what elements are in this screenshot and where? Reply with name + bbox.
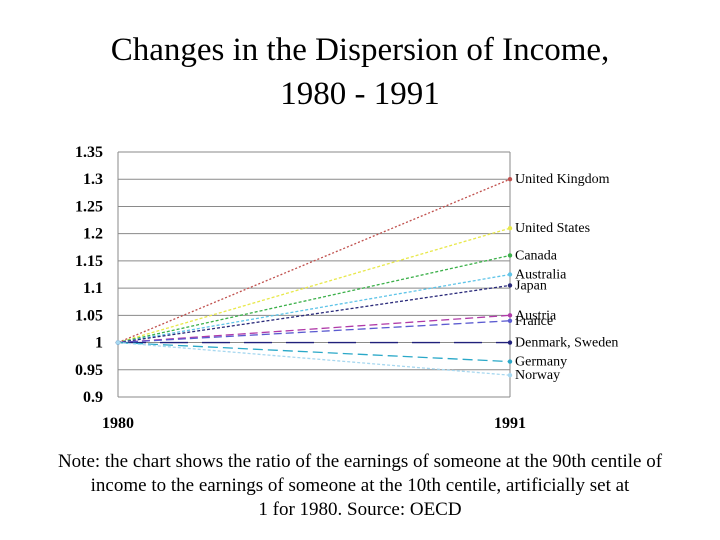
x-tick-label: 1991 — [494, 415, 526, 432]
x-axis-tick-labels: 1980 1991 — [102, 415, 526, 432]
series-label: Australia — [515, 268, 567, 283]
y-tick-label: 1.05 — [75, 307, 103, 324]
note-line-1: Note: the chart shows the ratio of the e… — [57, 451, 663, 472]
y-tick-label: 1.25 — [75, 198, 103, 215]
y-tick-label: 1.3 — [83, 171, 103, 188]
series-line — [117, 341, 511, 363]
y-tick-label: 0.9 — [83, 389, 103, 406]
y-tick-label: 1.35 — [75, 144, 103, 161]
x-tick-label: 1980 — [102, 415, 134, 432]
note-line-3: 1 for 1980. Source: OECD — [258, 499, 462, 520]
data-point — [507, 272, 513, 277]
data-point — [115, 340, 121, 345]
series-line — [117, 341, 511, 376]
series-line — [117, 254, 511, 344]
series-label: Canada — [515, 248, 558, 263]
series-labels: United Kingdom United States Canada Austral… — [515, 172, 618, 383]
series-line — [117, 178, 511, 344]
series-label: Germany — [515, 355, 567, 370]
series-label: Denmark, Sweden — [515, 336, 618, 351]
series-line — [117, 284, 511, 344]
y-tick-label: 1 — [95, 335, 103, 352]
data-point — [507, 283, 513, 288]
chart-title-line-1: Changes in the Dispersion of Income, — [110, 32, 610, 68]
chart-note: Note: the chart shows the ratio of the e… — [20, 450, 700, 522]
series-label: United States — [515, 221, 590, 236]
chart-title: Changes in the Dispersion of Income, 198… — [0, 28, 720, 116]
series-markers — [115, 177, 513, 378]
y-tick-label: 0.95 — [75, 362, 103, 379]
y-tick-label: 1.1 — [83, 280, 103, 297]
series-line — [117, 314, 511, 344]
data-point — [507, 313, 513, 318]
series-label: United Kingdom — [515, 172, 610, 187]
data-point — [507, 359, 513, 364]
series-line — [117, 273, 511, 344]
data-point — [507, 340, 513, 345]
data-point — [507, 226, 513, 231]
note-line-2: income to the earnings of someone at the… — [90, 475, 630, 496]
y-tick-label: 1.2 — [83, 226, 103, 243]
series-lines — [117, 178, 511, 376]
data-point — [507, 318, 513, 323]
series-line — [117, 320, 511, 344]
data-point — [507, 253, 513, 258]
series-label: Norway — [515, 368, 560, 383]
gridlines — [117, 151, 511, 398]
y-axis-tick-labels: 0.9 0.95 1 1.05 1.1 1.15 1.2 1.25 1.3 1.35 — [75, 144, 103, 406]
series-label: Austria — [515, 308, 557, 323]
series-label: Japan — [515, 278, 547, 293]
y-tick-label: 1.15 — [75, 253, 103, 270]
chart-title-line-2: 1980 - 1991 — [280, 76, 440, 112]
data-point — [507, 177, 513, 182]
series-label: France — [515, 314, 553, 329]
data-point — [507, 373, 513, 378]
series-line — [117, 227, 511, 344]
